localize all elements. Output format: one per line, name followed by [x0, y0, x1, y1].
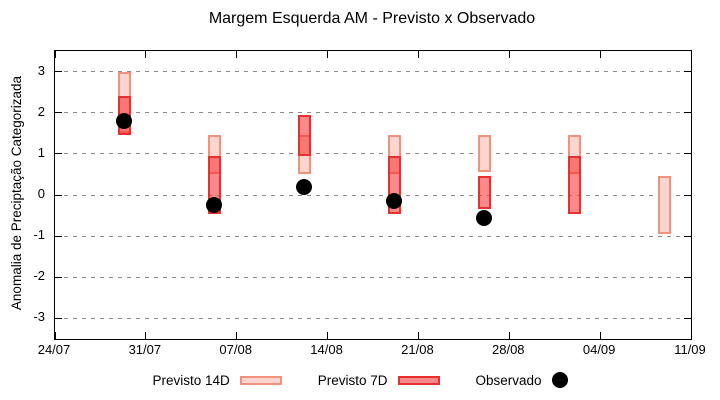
- observado-dot: [296, 178, 312, 195]
- x-tick: [417, 51, 419, 58]
- y-tick: [684, 317, 691, 319]
- y-tick: [684, 235, 691, 237]
- y-tick: [55, 194, 62, 196]
- gridline: [55, 235, 691, 237]
- y-tick: [55, 235, 62, 237]
- gridline: [55, 112, 691, 114]
- y-tick-label: 1: [37, 144, 45, 160]
- x-tick: [417, 332, 419, 339]
- legend-label-previsto-7d: Previsto 7D: [317, 372, 388, 388]
- legend-label-previsto-14d: Previsto 14D: [152, 372, 230, 388]
- x-tick-label: 31/07: [128, 342, 162, 357]
- y-tick: [684, 112, 691, 114]
- legend: Previsto 14D Previsto 7D Observado: [0, 372, 720, 388]
- y-tick-label: -2: [33, 268, 45, 284]
- legend-item-previsto-7d: Previsto 7D: [318, 373, 440, 388]
- x-tick: [690, 332, 692, 339]
- legend-item-previsto-14d: Previsto 14D: [152, 372, 282, 388]
- y-tick: [55, 317, 62, 319]
- gridline: [55, 194, 691, 196]
- y-tick: [684, 153, 691, 155]
- gridline: [55, 276, 691, 278]
- observado-dot: [116, 112, 132, 129]
- x-tick-label: 14/08: [310, 342, 343, 357]
- x-tick: [54, 332, 56, 339]
- previsto-7d-box: [477, 176, 491, 210]
- y-tick: [55, 276, 62, 278]
- previsto-7d-swatch-icon: [397, 375, 440, 385]
- previsto-7d-box: [297, 114, 311, 156]
- observado-dot: [206, 197, 222, 214]
- x-tick-label: 21/08: [401, 342, 434, 357]
- x-tick-label: 11/09: [674, 342, 706, 357]
- x-tick: [599, 51, 601, 58]
- x-tick: [145, 332, 147, 339]
- y-tick: [55, 112, 62, 114]
- y-tick-label: 0: [37, 186, 45, 201]
- observado-dot-icon: [551, 372, 568, 388]
- gridline: [55, 153, 691, 155]
- gridline: [55, 71, 691, 73]
- x-tick: [508, 332, 510, 339]
- previsto-14d-box: [477, 135, 491, 173]
- x-tick: [327, 51, 329, 58]
- y-tick-label: -1: [33, 227, 45, 243]
- x-tick: [236, 332, 238, 339]
- y-tick-label: 3: [37, 62, 45, 78]
- y-tick: [55, 71, 62, 73]
- previsto-14d-swatch-icon: [239, 375, 282, 385]
- x-tick-label: 28/08: [492, 342, 525, 357]
- chart-title: Margem Esquerda AM - Previsto x Observad…: [208, 10, 536, 27]
- x-tick: [327, 332, 329, 339]
- legend-item-observado: Observado: [476, 372, 568, 388]
- x-tick: [508, 51, 510, 58]
- y-tick: [684, 194, 691, 196]
- x-tick: [145, 51, 147, 58]
- y-tick-label: -3: [33, 309, 45, 325]
- previsto-14d-box: [657, 176, 671, 235]
- y-tick-label: 2: [37, 103, 45, 119]
- previsto-7d-box: [567, 155, 581, 214]
- y-tick: [684, 276, 691, 278]
- y-tick: [55, 153, 62, 155]
- observado-dot: [386, 193, 402, 210]
- gridline: [55, 317, 691, 319]
- observado-dot: [476, 209, 492, 226]
- x-tick-label: 04/09: [582, 342, 616, 357]
- x-tick-label: 24/07: [37, 342, 71, 357]
- x-tick: [599, 332, 601, 339]
- x-tick-label: 07/08: [219, 342, 252, 357]
- y-tick: [684, 71, 691, 73]
- x-tick: [690, 51, 692, 58]
- legend-label-observado: Observado: [475, 372, 542, 388]
- plot-area: [54, 50, 692, 340]
- x-tick: [54, 51, 56, 58]
- x-tick: [236, 51, 238, 58]
